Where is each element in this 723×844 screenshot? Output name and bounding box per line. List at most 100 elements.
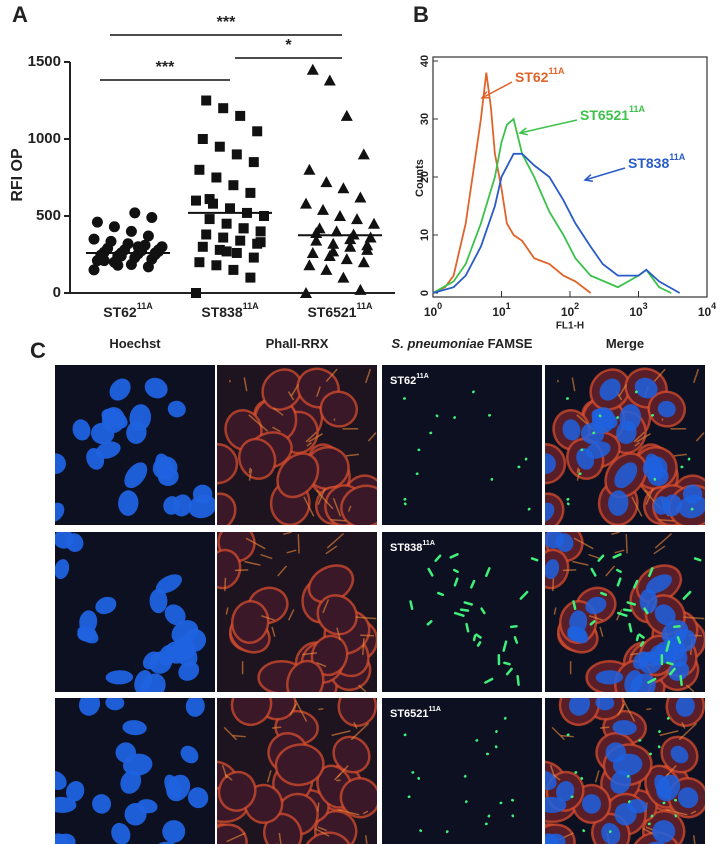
actin-strand — [332, 497, 342, 517]
actin-cell — [217, 443, 239, 485]
data-point — [211, 260, 222, 271]
actin-cell — [217, 770, 257, 812]
data-point — [191, 195, 201, 206]
micrograph — [55, 698, 215, 844]
actin-strand — [633, 431, 645, 443]
nucleus — [124, 462, 148, 489]
bacterium — [476, 641, 482, 647]
actin-strand — [617, 703, 625, 716]
actin-strand — [552, 577, 555, 592]
actin-strand — [317, 802, 320, 812]
actin-strand — [248, 414, 269, 432]
bacterium — [463, 601, 474, 606]
data-point — [330, 225, 343, 237]
data-point — [129, 207, 141, 219]
actin-strand — [599, 626, 604, 637]
data-point — [327, 245, 340, 257]
bacterium — [480, 607, 486, 615]
data-point — [337, 271, 350, 283]
data-point — [248, 157, 259, 168]
actin-strand — [552, 773, 561, 781]
actin-strand — [634, 442, 640, 447]
y-tick-label: 30 — [419, 113, 431, 125]
bacterium — [660, 654, 664, 666]
nucleus — [180, 745, 199, 764]
x-tick-label: 102 — [561, 301, 579, 319]
data-point — [303, 259, 316, 271]
bacterium — [679, 675, 683, 686]
nucleus — [545, 833, 566, 844]
actin-strand — [325, 368, 338, 383]
data-point — [218, 232, 229, 243]
actin-cell — [274, 743, 325, 787]
actin-strand — [224, 773, 233, 781]
nucleus — [118, 490, 139, 516]
nucleus — [610, 770, 632, 794]
actin-strand — [659, 730, 679, 737]
bacterium — [657, 745, 661, 749]
nucleus — [612, 753, 643, 776]
actin-strand — [367, 432, 377, 442]
nucleus — [92, 794, 112, 814]
bacterium — [628, 622, 633, 633]
actin-strand — [665, 809, 688, 816]
nucleus — [661, 620, 689, 645]
bacterium — [449, 553, 459, 559]
data-point — [351, 213, 363, 225]
nucleus — [555, 533, 574, 552]
nucleus — [670, 745, 689, 764]
data-point — [105, 235, 117, 247]
bacterium — [633, 579, 639, 589]
bacterium — [472, 634, 477, 642]
bacterium — [453, 577, 459, 587]
actin-strand — [334, 773, 342, 781]
micrograph-bg — [382, 698, 542, 844]
actin-strand — [294, 699, 308, 722]
data-point — [197, 134, 208, 144]
y-tick-label: 1500 — [28, 53, 61, 70]
bacterium — [566, 733, 570, 737]
bacterium — [503, 716, 507, 720]
bacterium — [484, 822, 488, 826]
micrograph — [545, 365, 705, 525]
nucleus — [78, 698, 101, 716]
text-part: ST62 — [390, 375, 416, 387]
bacterium — [566, 497, 570, 501]
data-point — [231, 149, 242, 160]
data-point — [327, 237, 340, 249]
data-point — [306, 63, 319, 75]
nucleus — [555, 781, 575, 802]
actin-strand — [261, 615, 275, 621]
legend-label: ST83811A — [628, 152, 686, 170]
bacterium — [608, 830, 612, 834]
bacterium — [665, 640, 671, 652]
actin-strand — [336, 627, 341, 641]
nucleus — [122, 720, 147, 736]
bacterium — [590, 567, 597, 577]
text-part: 11A — [422, 540, 434, 547]
data-point — [238, 223, 249, 234]
data-point — [201, 95, 212, 106]
legend-arrow — [584, 167, 626, 181]
data-point — [252, 126, 263, 137]
actin-cell — [237, 437, 277, 480]
actin-strand — [232, 734, 246, 738]
nucleus — [79, 610, 98, 634]
actin-strand — [576, 467, 580, 474]
nucleus — [634, 377, 658, 399]
actin-strand — [223, 726, 238, 741]
actin-strand — [576, 468, 581, 481]
actin-strand — [673, 453, 688, 457]
legend-arrow-head — [583, 174, 594, 183]
nucleus — [678, 494, 705, 519]
actin-strand — [365, 835, 368, 844]
bacterium — [598, 414, 602, 418]
bacterium — [502, 640, 508, 652]
data-point — [354, 283, 367, 295]
nucleus — [120, 770, 142, 794]
micrograph: ST83811A — [382, 532, 542, 692]
x-tick-label: ST652111A — [307, 301, 373, 319]
bacterium — [635, 634, 640, 642]
actin-strand — [364, 368, 372, 384]
bacterium — [519, 590, 529, 600]
